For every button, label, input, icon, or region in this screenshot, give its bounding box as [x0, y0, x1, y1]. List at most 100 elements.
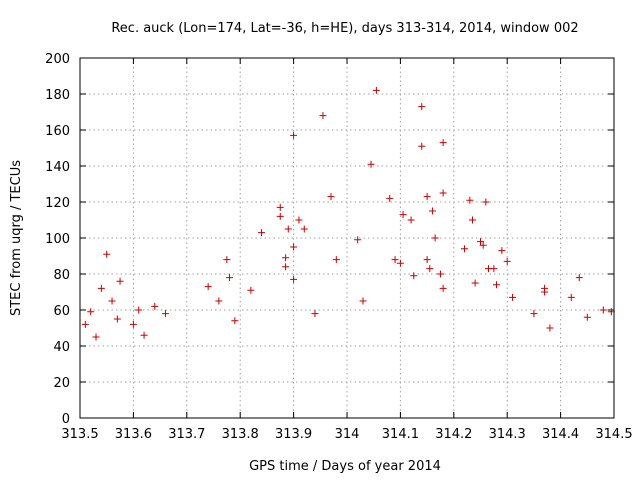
- data-point: [428, 207, 436, 215]
- data-point: [509, 293, 517, 301]
- y-tick-label: 120: [45, 196, 70, 211]
- data-point: [418, 103, 426, 111]
- data-point: [468, 216, 476, 224]
- data-point: [490, 265, 498, 273]
- data-point: [418, 142, 426, 150]
- data-point: [359, 297, 367, 305]
- data-point: [276, 212, 284, 220]
- x-tick-label: 314.3: [489, 427, 526, 442]
- x-tick-label: 313.7: [168, 427, 205, 442]
- y-axis-title: STEC from uqrg / TECUs: [9, 160, 24, 316]
- y-tick-label: 200: [45, 52, 70, 67]
- ticks-layer: 313.5 313.6 313.7 313.8 313.9 314 314.1 314.2 31…: [45, 52, 632, 442]
- data-point: [81, 320, 89, 328]
- data-point: [204, 283, 212, 291]
- data-point: [583, 313, 591, 321]
- x-tick-label: 313.8: [222, 427, 259, 442]
- data-point: [575, 274, 583, 282]
- data-point: [215, 297, 223, 305]
- data-point: [97, 284, 105, 292]
- data-point: [460, 245, 468, 253]
- y-tick-label: 0: [62, 412, 70, 427]
- data-point: [386, 194, 394, 202]
- data-point: [129, 320, 137, 328]
- data-point: [223, 256, 231, 264]
- data-point: [108, 297, 116, 305]
- data-point: [276, 203, 284, 211]
- data-point: [541, 288, 549, 296]
- data-point: [396, 259, 404, 267]
- data-point: [439, 139, 447, 147]
- data-point: [135, 306, 143, 314]
- data-point: [399, 211, 407, 219]
- data-point: [295, 216, 303, 224]
- data-point: [332, 256, 340, 264]
- data-point: [327, 193, 335, 201]
- data-point: [567, 293, 575, 301]
- y-tick-label: 40: [53, 340, 70, 355]
- data-point: [482, 198, 490, 206]
- data-point: [477, 238, 484, 246]
- data-point: [311, 310, 319, 318]
- data-point: [423, 193, 431, 201]
- data-point: [319, 112, 327, 120]
- data-point: [439, 189, 447, 197]
- data-point: [284, 225, 292, 233]
- data-point: [300, 225, 308, 233]
- data-point: [161, 310, 169, 318]
- data-point: [607, 308, 615, 316]
- data-point: [116, 277, 124, 285]
- x-tick-label: 313.6: [115, 427, 152, 442]
- y-tick-label: 80: [53, 268, 70, 283]
- data-point: [290, 131, 298, 139]
- y-tick-label: 20: [53, 376, 70, 391]
- data-point: [282, 254, 290, 262]
- grid-layer: [80, 58, 614, 418]
- data-point: [426, 265, 434, 273]
- y-tick-label: 160: [45, 124, 70, 139]
- data-point: [479, 241, 487, 249]
- chart-title: Rec. auck (Lon=174, Lat=-36, h=HE), days…: [111, 21, 578, 36]
- data-point: [503, 257, 511, 265]
- data-point: [436, 270, 444, 278]
- data-point: [282, 263, 290, 271]
- data-point: [599, 306, 607, 314]
- data-point: [391, 256, 399, 264]
- y-tick-label: 60: [53, 304, 70, 319]
- y-tick-label: 100: [45, 232, 70, 247]
- y-tick-label: 140: [45, 160, 70, 175]
- data-point: [367, 160, 375, 168]
- x-tick-label: 314: [335, 427, 360, 442]
- data-point: [410, 272, 418, 280]
- data-point: [140, 331, 148, 339]
- data-point: [290, 243, 298, 251]
- data-point: [471, 279, 479, 287]
- data-point: [493, 281, 501, 289]
- data-point: [439, 284, 447, 292]
- data-point: [231, 317, 239, 325]
- data-point: [431, 234, 439, 242]
- y-tick-label: 180: [45, 88, 70, 103]
- data-point: [87, 308, 95, 316]
- data-point: [407, 216, 415, 224]
- data-point: [290, 275, 298, 283]
- data-point: [92, 333, 100, 341]
- data-point: [103, 250, 111, 258]
- data-points: [81, 86, 615, 341]
- data-point: [530, 310, 538, 318]
- data-point: [498, 247, 506, 255]
- x-tick-label: 314.2: [435, 427, 472, 442]
- data-point: [247, 286, 255, 294]
- data-point: [354, 236, 362, 244]
- x-tick-label: 314.5: [595, 427, 632, 442]
- data-point: [113, 315, 121, 323]
- data-point: [466, 196, 474, 204]
- data-point: [258, 229, 266, 237]
- x-tick-label: 313.9: [275, 427, 312, 442]
- x-tick-label: 314.4: [542, 427, 579, 442]
- data-point: [226, 274, 234, 282]
- x-axis-title: GPS time / Days of year 2014: [249, 459, 441, 474]
- data-point: [151, 302, 159, 310]
- x-tick-label: 313.5: [61, 427, 98, 442]
